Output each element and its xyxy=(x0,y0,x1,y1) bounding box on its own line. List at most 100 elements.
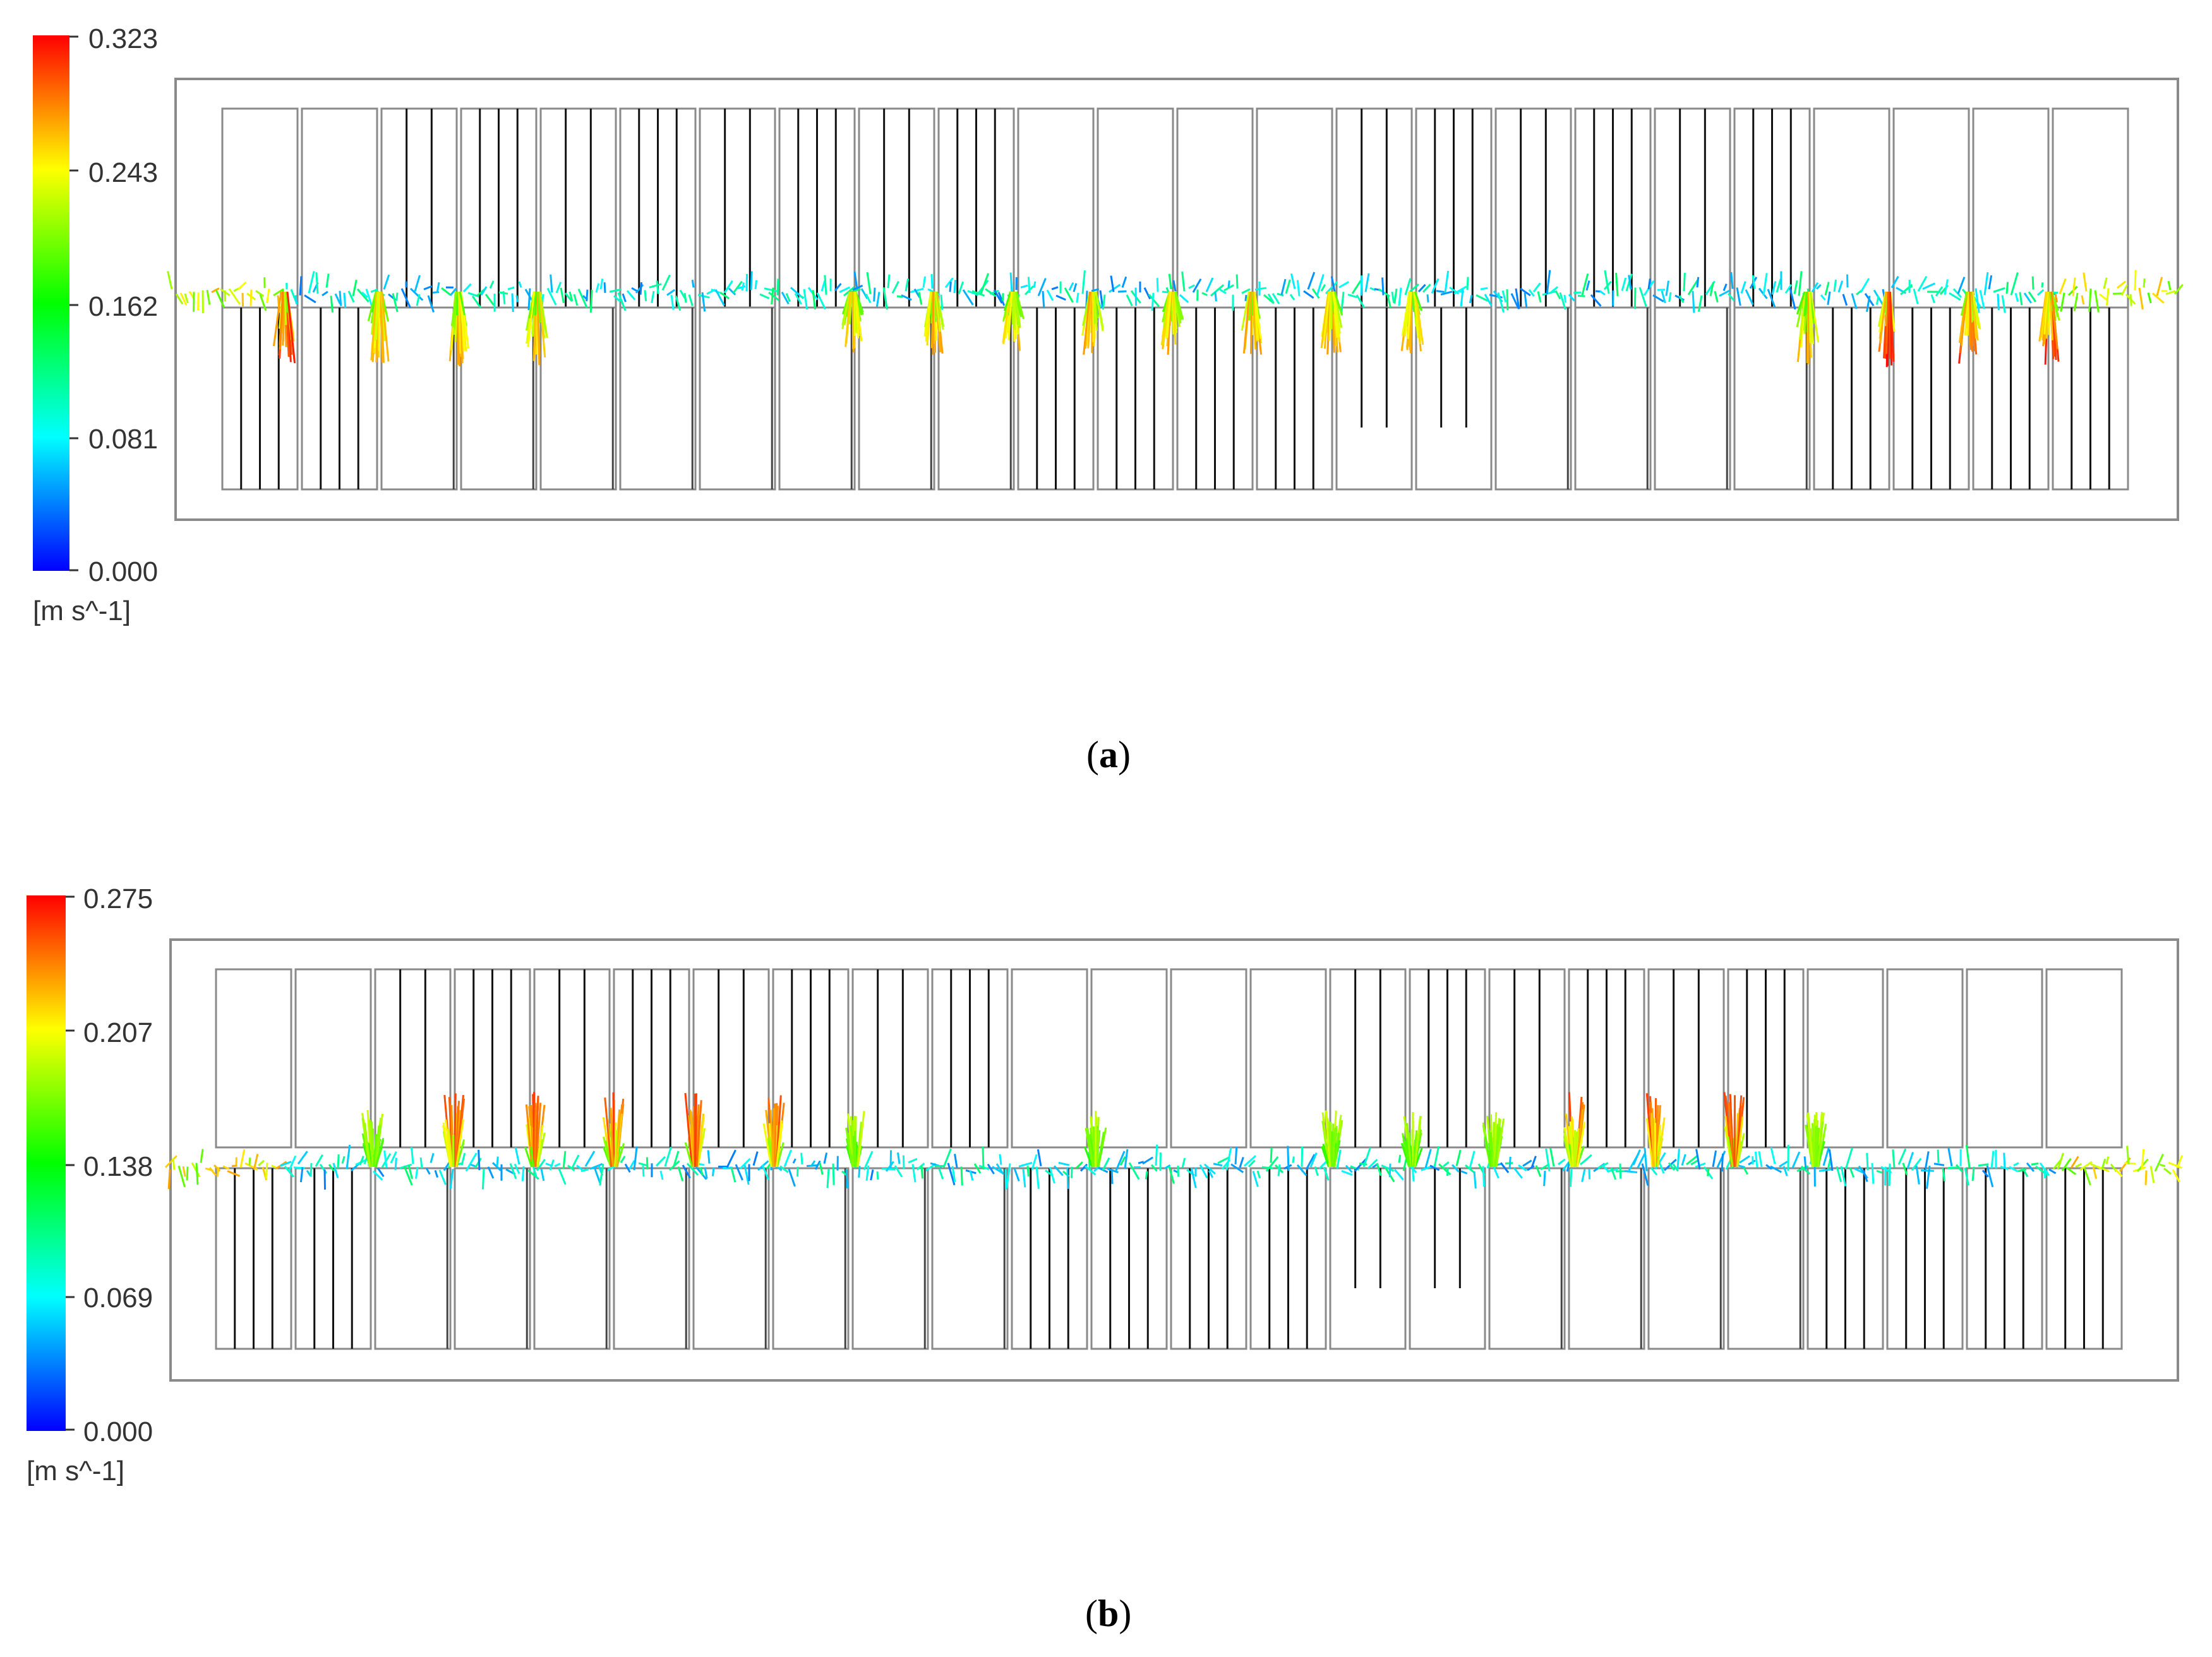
velocity-vector xyxy=(1068,282,1074,291)
velocity-vector xyxy=(1192,278,1202,293)
plume-vector xyxy=(1654,1104,1659,1168)
plume-vector xyxy=(373,1134,377,1168)
velocity-vector xyxy=(1543,1170,1546,1187)
velocity-vector xyxy=(1714,290,1719,303)
velocity-vector xyxy=(589,289,593,313)
plume-vector xyxy=(854,291,863,342)
velocity-vector xyxy=(1151,292,1155,311)
lower-block xyxy=(460,306,538,491)
velocity-vector xyxy=(1145,1171,1148,1180)
velocity-vector xyxy=(1800,1165,1810,1175)
velocity-vector xyxy=(2149,1166,2155,1183)
velocity-vector xyxy=(1917,275,1928,292)
velocity-vector xyxy=(227,1169,241,1177)
lower-block xyxy=(1574,306,1652,491)
plume-vector xyxy=(1889,291,1895,362)
velocity-vector xyxy=(1770,1165,1782,1173)
velocity-vector xyxy=(1580,1154,1592,1166)
velocity-vector xyxy=(487,1166,495,1179)
lower-block xyxy=(778,306,856,491)
velocity-vector xyxy=(951,1166,956,1182)
lower-block xyxy=(1494,306,1572,491)
velocity-vector xyxy=(1009,272,1013,294)
velocity-vector xyxy=(1345,1164,1353,1173)
velocity-vector xyxy=(1292,1156,1295,1163)
plume-vector xyxy=(1404,291,1412,337)
velocity-vector xyxy=(944,277,954,288)
velocity-vector xyxy=(613,295,621,302)
plume-vector xyxy=(613,1130,618,1168)
colorbar-a: 0.323 0.243 0.162 0.081 0.000 [m s^-1] xyxy=(33,23,158,626)
velocity-vector xyxy=(509,1163,517,1180)
velocity-vector xyxy=(372,1170,383,1181)
velocity-vector xyxy=(1280,278,1287,296)
plume-vector xyxy=(612,1092,615,1168)
lower-block xyxy=(1568,1167,1645,1350)
velocity-vector xyxy=(589,1163,603,1170)
velocity-vector xyxy=(1758,1151,1763,1168)
velocity-vector xyxy=(1581,273,1589,296)
velocity-vector xyxy=(1590,294,1602,307)
panel-b: 0.275 0.207 0.138 0.069 0.000 [m s^-1] (… xyxy=(27,883,2184,1634)
velocity-vector xyxy=(1822,1147,1830,1166)
velocity-vector xyxy=(2092,1166,2098,1180)
lower-block xyxy=(851,1167,929,1350)
velocity-vector xyxy=(675,296,682,311)
plume-vector xyxy=(282,291,285,346)
velocity-vector xyxy=(491,1162,502,1171)
velocity-vector xyxy=(164,1155,177,1168)
velocity-vector xyxy=(400,288,411,308)
velocity-vector xyxy=(1573,291,1582,294)
velocity-vector xyxy=(1148,294,1160,308)
velocity-vector xyxy=(2168,1161,2182,1169)
velocity-vector xyxy=(2120,284,2128,296)
velocity-vector xyxy=(1469,295,1473,304)
colorbar-b-tick-2: 0.138 xyxy=(83,1151,153,1182)
velocity-vector xyxy=(918,292,923,305)
velocity-vector xyxy=(845,1169,849,1189)
velocity-vector xyxy=(1727,292,1735,301)
velocity-vector xyxy=(1440,290,1453,296)
velocity-vector xyxy=(803,289,808,310)
velocity-vector xyxy=(414,1166,419,1179)
plume-vector xyxy=(694,1093,697,1168)
velocity-vector xyxy=(1930,294,1935,304)
velocity-vector xyxy=(626,290,636,301)
velocity-vector xyxy=(682,1164,691,1179)
outer-frame-b xyxy=(169,938,2179,1382)
velocity-vector xyxy=(288,1155,297,1171)
velocity-vector xyxy=(1433,1146,1440,1168)
velocity-vector xyxy=(1438,1163,1452,1176)
velocity-vector xyxy=(1155,1144,1158,1166)
velocity-vector xyxy=(1846,274,1849,288)
velocity-vector xyxy=(599,1163,604,1186)
velocity-vector xyxy=(788,1168,796,1187)
velocity-vector xyxy=(1975,288,1980,313)
velocity-vector xyxy=(1665,280,1669,296)
velocity-vector xyxy=(873,287,876,302)
velocity-vector xyxy=(1676,1149,1680,1169)
velocity-vector xyxy=(1243,1155,1256,1167)
velocity-vector xyxy=(1505,1162,1513,1164)
plume-vector xyxy=(1810,291,1820,343)
velocity-vector xyxy=(1926,1166,1931,1189)
velocity-vector xyxy=(1789,288,1796,310)
plume-vector xyxy=(1401,291,1410,337)
velocity-vector xyxy=(560,287,565,304)
velocity-vector xyxy=(1099,290,1104,308)
velocity-vector xyxy=(200,1149,204,1163)
velocity-vector xyxy=(1615,273,1619,297)
plume-vector xyxy=(1885,291,1889,354)
upper-block xyxy=(1488,968,1566,1149)
velocity-vector xyxy=(352,279,358,297)
velocity-vector xyxy=(1942,1168,1945,1181)
velocity-vector xyxy=(1828,1149,1834,1171)
velocity-vector xyxy=(620,1156,626,1163)
velocity-vector xyxy=(343,292,347,309)
velocity-vector xyxy=(651,290,655,304)
velocity-vector xyxy=(901,294,912,301)
velocity-vector xyxy=(480,286,488,296)
velocity-vector xyxy=(411,1147,414,1164)
velocity-vector xyxy=(1827,1158,1832,1170)
